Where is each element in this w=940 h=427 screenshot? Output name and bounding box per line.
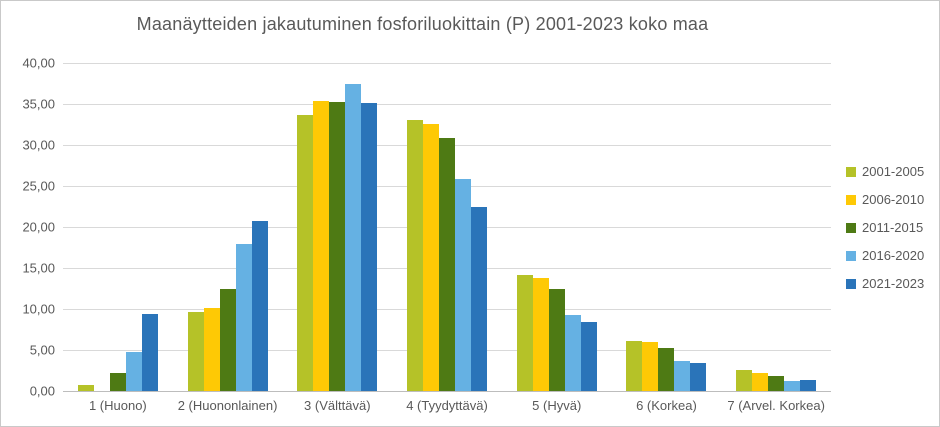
bar-2021-2023 bbox=[471, 206, 488, 391]
y-tick-label: 0,00 bbox=[29, 383, 55, 399]
bar-2016-2020 bbox=[235, 244, 252, 391]
legend: 2001-2005 2006-2010 2011-2015 2016-2020 2021… bbox=[846, 164, 924, 291]
gridline bbox=[63, 104, 831, 105]
y-tick-label: 40,00 bbox=[22, 55, 55, 71]
bar-2021-2023 bbox=[141, 313, 158, 391]
y-axis: 40,00 35,00 30,00 25,00 20,00 15,00 10,00 5,00 0… bbox=[1, 56, 55, 399]
bar-2016-2020 bbox=[455, 178, 472, 391]
legend-item: 2016-2020 bbox=[846, 248, 924, 263]
bar-2001-2005 bbox=[297, 115, 314, 391]
y-tick-label: 20,00 bbox=[22, 219, 55, 235]
bar-2006-2010 bbox=[532, 277, 549, 391]
bar-2001-2005 bbox=[77, 385, 94, 391]
x-axis: 1 (Huono) 2 (Huononlainen) 3 (Välttävä) 4 (… bbox=[63, 398, 831, 413]
y-tick-label: 30,00 bbox=[22, 137, 55, 153]
y-tick-label: 10,00 bbox=[22, 301, 55, 317]
x-axis-line bbox=[63, 391, 831, 392]
bar-2001-2005 bbox=[407, 119, 424, 391]
bar-group bbox=[63, 63, 173, 391]
y-tick-label: 35,00 bbox=[22, 96, 55, 112]
legend-swatch-icon bbox=[846, 250, 856, 261]
bar-group bbox=[282, 63, 392, 391]
bar-2016-2020 bbox=[125, 351, 142, 391]
bar-2006-2010 bbox=[423, 123, 440, 391]
legend-label: 2006-2010 bbox=[862, 192, 925, 207]
bar-2006-2010 bbox=[313, 100, 330, 391]
y-tick-label: 15,00 bbox=[22, 260, 55, 276]
bar-2011-2015 bbox=[329, 101, 346, 391]
y-tick-label: 25,00 bbox=[22, 178, 55, 194]
chart-title: Maanäytteiden jakautuminen fosforiluokit… bbox=[136, 14, 709, 34]
bar-group bbox=[502, 63, 612, 391]
bar-2021-2023 bbox=[361, 103, 378, 391]
x-tick-label: 7 (Arvel. Korkea) bbox=[727, 398, 825, 413]
legend-label: 2011-2015 bbox=[862, 220, 924, 235]
bar-2006-2010 bbox=[642, 341, 659, 391]
bar-2011-2015 bbox=[658, 347, 675, 391]
bar-2001-2005 bbox=[626, 340, 643, 391]
x-tick-label: 5 (Hyvä) bbox=[532, 398, 582, 413]
bar-2021-2023 bbox=[580, 322, 597, 391]
legend-label: 2016-2020 bbox=[862, 248, 925, 263]
legend-item: 2011-2015 bbox=[846, 220, 924, 235]
x-tick-label: 1 (Huono) bbox=[88, 398, 147, 413]
bar-2011-2015 bbox=[768, 376, 785, 391]
bar-2011-2015 bbox=[439, 138, 456, 391]
bar-2016-2020 bbox=[784, 381, 801, 391]
bar-2001-2005 bbox=[736, 369, 753, 391]
legend-label: 2021-2023 bbox=[862, 276, 925, 291]
bar-group bbox=[721, 63, 831, 391]
legend-item: 2021-2023 bbox=[846, 276, 924, 291]
bar-2011-2015 bbox=[219, 289, 236, 391]
legend-swatch-icon bbox=[846, 278, 856, 289]
bar-2011-2015 bbox=[548, 289, 565, 391]
x-tick-label: 3 (Välttävä) bbox=[304, 398, 371, 413]
bar-2016-2020 bbox=[564, 314, 581, 391]
bar-2016-2020 bbox=[345, 83, 362, 391]
bar-group bbox=[392, 63, 502, 391]
legend-item: 2006-2010 bbox=[846, 192, 924, 207]
bar-groups bbox=[63, 63, 831, 391]
legend-swatch-icon bbox=[846, 194, 856, 205]
x-tick-label: 6 (Korkea) bbox=[636, 398, 697, 413]
y-tick-label: 5,00 bbox=[29, 342, 55, 358]
bar-2016-2020 bbox=[674, 360, 691, 391]
bar-2006-2010 bbox=[752, 372, 769, 391]
bar-2021-2023 bbox=[690, 363, 707, 391]
legend-swatch-icon bbox=[846, 166, 856, 177]
bar-2001-2005 bbox=[516, 274, 533, 391]
plot-area bbox=[63, 63, 831, 392]
bar-group bbox=[173, 63, 283, 391]
bar-2011-2015 bbox=[109, 372, 126, 391]
bar-2021-2023 bbox=[251, 221, 268, 391]
legend-label: 2001-2005 bbox=[862, 164, 925, 179]
legend-item: 2001-2005 bbox=[846, 164, 924, 179]
bar-2006-2010 bbox=[203, 308, 220, 391]
bar-2001-2005 bbox=[187, 312, 204, 391]
x-tick-label: 4 (Tyydyttävä) bbox=[406, 398, 488, 413]
gridline bbox=[63, 63, 831, 64]
legend-swatch-icon bbox=[846, 222, 856, 233]
x-tick-label: 2 (Huononlainen) bbox=[177, 398, 278, 413]
bar-group bbox=[612, 63, 722, 391]
bar-2021-2023 bbox=[800, 380, 817, 391]
